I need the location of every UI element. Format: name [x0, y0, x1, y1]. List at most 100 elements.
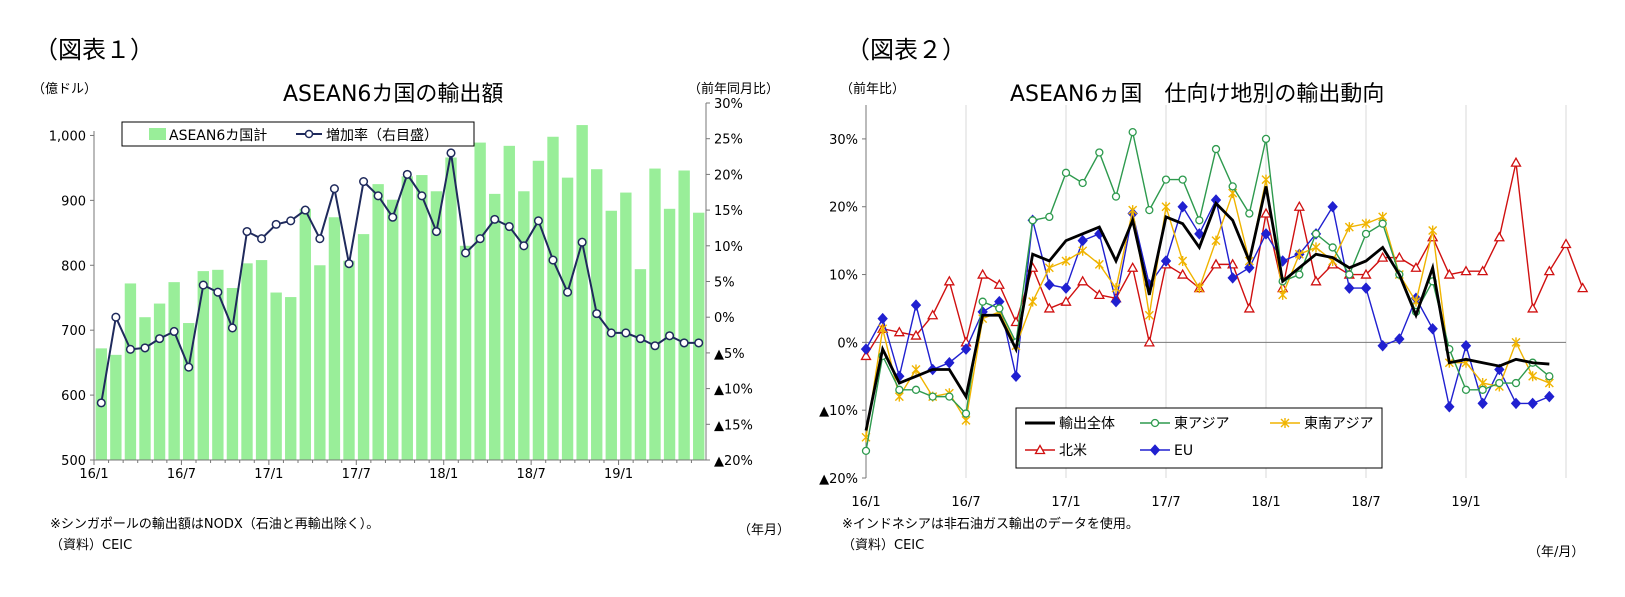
chart-2-point-4 — [1510, 397, 1522, 410]
chart-2-xtick-label: 17/7 — [1151, 495, 1180, 510]
chart-1-growth-point — [519, 241, 529, 251]
chart-1-bar — [299, 208, 311, 460]
chart-2-point-1 — [1261, 134, 1271, 144]
chart-1-growth-point — [650, 341, 660, 351]
chart-1-growth-point — [417, 191, 427, 201]
chart-2-point-3 — [1560, 238, 1572, 249]
chart-2-point-2 — [1511, 337, 1521, 348]
chart-2-point-4 — [1527, 397, 1538, 410]
chart-2-xtick-label: 19/1 — [1451, 495, 1480, 510]
chart-1-growth-point — [533, 216, 543, 226]
chart-1-bar — [372, 184, 384, 461]
chart-2-point-1 — [861, 446, 871, 456]
chart-1-growth-point — [227, 323, 237, 333]
chart-2: （図表２） ASEAN6ヵ国 仕向け地別の輸出動向 （前年比） （年/月） ※イ… — [819, 36, 1589, 560]
chart-2-point-4 — [960, 343, 972, 355]
chart-2-point-4 — [1344, 282, 1355, 294]
chart-1-ytick-label: 1,000 — [49, 129, 86, 144]
chart-2-ylabel: （前年比） — [840, 81, 905, 97]
chart-1-y2tick-label: ▲15% — [714, 418, 753, 433]
chart-2-point-4 — [1194, 228, 1205, 240]
chart-1-bar — [328, 217, 341, 460]
chart-2-point-2 — [1061, 255, 1071, 266]
chart-2-legend-marker — [1149, 444, 1161, 456]
chart-2-legend-label: 北米 — [1059, 443, 1087, 459]
chart-2-point-2 — [1344, 222, 1354, 233]
chart-2-point-1 — [1128, 127, 1137, 137]
chart-2-point-4 — [1177, 200, 1188, 213]
legend-marker-circle — [304, 129, 314, 139]
chart-1-growth-point — [96, 398, 106, 408]
chart-2-point-2 — [1144, 310, 1154, 321]
chart-1-bar — [387, 199, 399, 460]
chart-2-point-1 — [1245, 209, 1254, 218]
chart-2-point-1 — [945, 392, 954, 401]
chart-2-point-3 — [1510, 156, 1522, 167]
chart-2-point-3 — [1177, 268, 1189, 279]
chart-1-bar — [489, 193, 501, 460]
chart-2-point-4 — [1360, 282, 1372, 294]
chart-2-title: ASEAN6ヵ国 仕向け地別の輸出動向 — [1010, 82, 1384, 107]
chart-2-point-3 — [1293, 200, 1305, 211]
chart-2-point-1 — [1178, 175, 1187, 184]
chart-2-point-2 — [1311, 242, 1321, 253]
chart-1-growth-point — [213, 287, 223, 297]
chart-2-ytick-label: 20% — [829, 201, 858, 216]
chart-1-growth-point — [592, 309, 602, 319]
chart-1-growth-point — [431, 226, 441, 237]
chart-1-bar — [576, 125, 588, 460]
chart-2-point-4 — [1044, 278, 1055, 291]
chart-2-point-1 — [1061, 168, 1071, 177]
chart-1-bar — [634, 269, 647, 460]
chart-1-growth-point — [563, 287, 573, 297]
chart-2-point-3 — [1310, 275, 1322, 286]
chart-2-point-2 — [1211, 235, 1221, 246]
chart-1-bar — [183, 323, 195, 460]
chart-1-growth-point — [257, 234, 267, 244]
chart-2-point-4 — [1477, 397, 1488, 410]
chart-2-point-2 — [1178, 255, 1188, 266]
chart-1-axes: 500 600 700 800 900 1,000 ▲20% ▲15% ▲10% ▲5% 0% 5% 1… — [49, 97, 753, 482]
chart-1-y2label: （前年同月比） — [688, 81, 779, 97]
chart-1-bar — [314, 265, 326, 460]
chart-2-point-3 — [1243, 302, 1255, 313]
chart-2-point-3 — [1543, 265, 1555, 276]
chart-1-xtick-label: 17/1 — [254, 467, 283, 482]
chart-2-point-2 — [1194, 283, 1204, 294]
legend-label-growth: 増加率（右目盛） — [326, 127, 438, 144]
chart-1-bar — [110, 354, 122, 460]
chart-2-point-2 — [1028, 296, 1038, 307]
chart-2-point-3 — [1077, 275, 1089, 286]
chart-1-growth-point — [621, 328, 631, 338]
chart-1-y2tick-label: 5% — [714, 276, 735, 291]
chart-1-bar — [678, 170, 690, 461]
chart-1-bar — [518, 191, 530, 460]
chart-1-bar — [430, 191, 443, 460]
chart-2-point-3 — [893, 326, 905, 337]
chart-2-point-3 — [1460, 265, 1472, 276]
chart-2-point-4 — [1544, 390, 1555, 403]
chart-1-growth-point — [665, 331, 675, 341]
chart-1-bar — [693, 212, 705, 460]
chart-1-bar — [139, 317, 151, 460]
chart-1-growth-point — [344, 259, 354, 269]
chart-2-legend-marker — [1280, 418, 1290, 428]
chart-2-point-2 — [1261, 174, 1271, 185]
chart-2-point-2 — [1078, 245, 1088, 256]
chart-2-point-2 — [1278, 289, 1288, 300]
chart-1-xtick-label: 16/7 — [167, 467, 196, 482]
chart-1-ytick-label: 700 — [61, 324, 86, 339]
chart-2-point-1 — [1345, 270, 1354, 279]
chart-1-bar — [153, 303, 166, 460]
chart-2-point-2 — [1044, 262, 1054, 273]
chart-1-growth-point — [169, 326, 179, 337]
chart-1-bar — [649, 168, 661, 461]
chart-2-xunit: （年/月） — [1528, 545, 1584, 560]
chart-2-point-4 — [910, 299, 922, 311]
chart-2-point-1 — [1295, 270, 1304, 279]
chart-2-point-3 — [1127, 261, 1139, 272]
chart-1-xunit: （年月） — [738, 523, 790, 538]
chart-2-legend-label: 東南アジア — [1304, 416, 1373, 432]
